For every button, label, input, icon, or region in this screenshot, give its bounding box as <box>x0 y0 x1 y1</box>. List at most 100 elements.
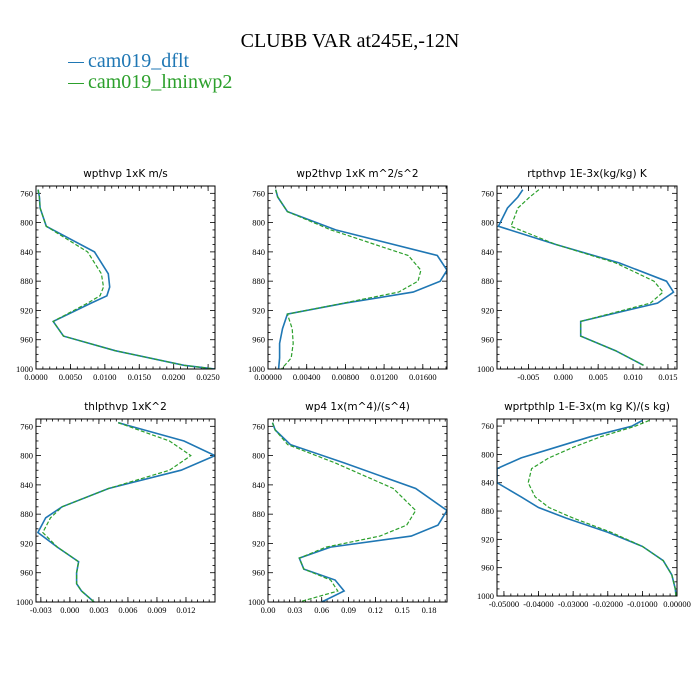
series-line-dflt <box>271 422 447 602</box>
y-tick-label: 960 <box>252 335 265 345</box>
panel-title: wpthvp 1xK m/s <box>83 168 168 180</box>
panel-frame <box>35 185 216 370</box>
panel-3: rtpthvp 1E-3x(kg/kg) K 760 800 840 880 920 960… <box>477 168 678 382</box>
y-tick-label: 840 <box>20 480 33 490</box>
x-tick-label: 0.0150 <box>128 372 151 382</box>
panel-frame <box>267 185 448 370</box>
x-tick-label: -0.03000 <box>558 599 588 609</box>
x-tick-label: 0.00800 <box>332 372 360 382</box>
series-line-lminwp2 <box>275 189 422 369</box>
panel-title: wp2thvp 1xK m^2/s^2 <box>296 168 418 180</box>
y-tick-label: 760 <box>481 421 494 431</box>
y-tick-label: 960 <box>481 563 494 573</box>
x-tick-label: 0.00400 <box>293 372 321 382</box>
series-line-lminwp2 <box>527 419 677 596</box>
x-tick-label: 0.006 <box>118 605 137 615</box>
x-tick-label: -0.02000 <box>593 599 623 609</box>
y-tick-label: 1000 <box>16 597 33 607</box>
x-tick-label: 0.18 <box>422 605 437 615</box>
x-tick-label: 0.005 <box>589 372 608 382</box>
panel-5: wp4 1x(m^4)/(s^4)76080084088092096010000… <box>248 401 448 615</box>
y-tick-label: 880 <box>252 509 265 519</box>
x-tick-label: 0.015 <box>658 372 677 382</box>
y-tick-label: 960 <box>252 568 265 578</box>
y-tick-label: 800 <box>252 451 265 461</box>
panel-4: thlpthvp 1xK^2 760 800 840 880 920 960 1000-0.0… <box>16 401 216 615</box>
x-tick-label: 0.003 <box>89 605 108 615</box>
y-tick-label: 920 <box>252 538 265 548</box>
y-tick-label: 880 <box>481 506 494 516</box>
y-tick-label: 880 <box>20 509 33 519</box>
x-tick-label: 0.010 <box>623 372 642 382</box>
panel-6: wprtpthlp 1-E-3x(m kg K)/(s kg) 760 800 840… <box>477 401 691 609</box>
series-line-lminwp2 <box>271 422 417 602</box>
legend-label-lminwp2: cam019_lminwp2 <box>88 71 233 93</box>
x-tick-label: 0.0200 <box>162 372 185 382</box>
y-tick-label: 960 <box>481 335 494 345</box>
y-tick-label: 800 <box>20 451 33 461</box>
x-tick-label: 0.03 <box>287 605 302 615</box>
y-tick-label: 760 <box>252 421 265 431</box>
x-tick-label: 0.00 <box>261 605 276 615</box>
y-tick-label: 880 <box>252 276 265 286</box>
x-tick-label: 0.009 <box>147 605 166 615</box>
legend-entry-dflt: cam019_dflt <box>68 50 189 72</box>
y-tick-label: 760 <box>20 188 33 198</box>
x-tick-label: 0.0000 <box>24 372 47 382</box>
x-tick-label: 0.00000 <box>663 599 691 609</box>
y-tick-label: 1000 <box>477 364 494 374</box>
x-tick-label: -0.003 <box>30 605 52 615</box>
panel-title: thlpthvp 1xK^2 <box>84 401 167 413</box>
panel-frame <box>496 418 678 597</box>
figure-title: CLUBB VAR at245E,-12N <box>240 30 460 52</box>
y-tick-label: 800 <box>481 449 494 459</box>
series-line-dflt <box>37 189 215 369</box>
y-tick-label: 840 <box>252 480 265 490</box>
panel-title: wprtpthlp 1-E-3x(m kg K)/(s kg) <box>504 401 670 413</box>
series-line-dflt <box>497 419 677 596</box>
x-tick-label: 0.01200 <box>370 372 398 382</box>
x-tick-label: 0.0250 <box>196 372 219 382</box>
y-tick-label: 920 <box>481 534 494 544</box>
x-tick-label: 0.15 <box>395 605 410 615</box>
panel-frame <box>35 418 216 603</box>
x-tick-label: 0.01600 <box>409 372 437 382</box>
y-tick-label: 960 <box>20 335 33 345</box>
series-line-lminwp2 <box>37 189 215 369</box>
legend-swatch-dflt <box>68 61 84 63</box>
y-tick-label: 880 <box>481 276 494 286</box>
series-line-lminwp2 <box>510 189 664 366</box>
x-tick-label: 0.012 <box>176 605 195 615</box>
legend-entry-lminwp2: cam019_lminwp2 <box>68 71 232 93</box>
x-tick-label: -0.01000 <box>627 599 657 609</box>
y-tick-label: 840 <box>481 247 494 257</box>
y-tick-label: 840 <box>481 478 494 488</box>
y-tick-label: 760 <box>252 188 265 198</box>
y-tick-label: 920 <box>20 305 33 315</box>
x-tick-label: 0.12 <box>368 605 383 615</box>
y-tick-label: 880 <box>20 276 33 286</box>
series-line-lminwp2 <box>42 422 192 602</box>
y-tick-label: 800 <box>481 218 494 228</box>
panel-2: wp2thvp 1xK m^2/s^2 760 800 840 880 920 960 100… <box>248 168 448 382</box>
y-tick-label: 920 <box>20 538 33 548</box>
y-tick-label: 760 <box>20 421 33 431</box>
panel-title: rtpthvp 1E-3x(kg/kg) K <box>527 168 648 180</box>
y-tick-label: 920 <box>481 305 494 315</box>
y-tick-label: 960 <box>20 568 33 578</box>
panel-title: wp4 1x(m^4)/(s^4) <box>305 401 410 413</box>
y-tick-label: 800 <box>20 218 33 228</box>
x-tick-label: 0.09 <box>341 605 356 615</box>
series-line-dflt <box>36 421 215 602</box>
y-tick-label: 840 <box>20 247 33 257</box>
y-tick-label: 1000 <box>248 364 265 374</box>
x-tick-label: -0.04000 <box>523 599 553 609</box>
x-tick-label: 0.000 <box>554 372 573 382</box>
y-tick-label: 840 <box>252 247 265 257</box>
x-tick-label: 0.06 <box>314 605 329 615</box>
panel-frame <box>267 418 448 603</box>
y-tick-label: 1000 <box>477 591 494 601</box>
x-tick-label: -0.005 <box>517 372 539 382</box>
